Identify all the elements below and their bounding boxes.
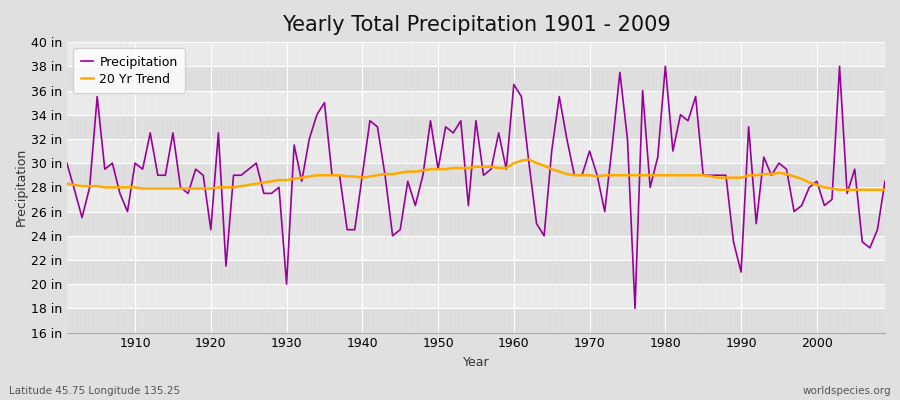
20 Yr Trend	[607, 173, 617, 178]
Precipitation	[61, 161, 72, 166]
Bar	[67, 139, 885, 163]
Bar	[67, 66, 885, 90]
Legend: Precipitation, 20 Yr Trend: Precipitation, 20 Yr Trend	[73, 48, 185, 93]
Precipitation	[660, 64, 670, 69]
Y-axis label: Precipitation: Precipitation	[15, 148, 28, 226]
Precipitation	[630, 306, 641, 311]
Precipitation	[334, 173, 345, 178]
Bar	[67, 90, 885, 115]
Bar	[67, 308, 885, 332]
Title: Yearly Total Precipitation 1901 - 2009: Yearly Total Precipitation 1901 - 2009	[282, 15, 670, 35]
Precipitation	[879, 179, 890, 184]
Line: 20 Yr Trend: 20 Yr Trend	[67, 160, 885, 190]
Bar	[67, 284, 885, 308]
Bar	[67, 236, 885, 260]
Bar	[67, 163, 885, 187]
Precipitation	[599, 209, 610, 214]
Text: worldspecies.org: worldspecies.org	[803, 386, 891, 396]
Bar	[67, 212, 885, 236]
Precipitation	[122, 209, 133, 214]
20 Yr Trend	[879, 187, 890, 192]
20 Yr Trend	[524, 157, 535, 162]
Precipitation	[500, 167, 511, 172]
20 Yr Trend	[500, 166, 511, 170]
Bar	[67, 260, 885, 284]
20 Yr Trend	[834, 187, 845, 192]
20 Yr Trend	[61, 181, 72, 186]
Text: Latitude 45.75 Longitude 135.25: Latitude 45.75 Longitude 135.25	[9, 386, 180, 396]
20 Yr Trend	[122, 185, 133, 190]
Bar	[67, 187, 885, 212]
Line: Precipitation: Precipitation	[67, 66, 885, 308]
20 Yr Trend	[289, 176, 300, 181]
Precipitation	[289, 142, 300, 147]
Bar	[67, 115, 885, 139]
20 Yr Trend	[508, 161, 519, 166]
X-axis label: Year: Year	[463, 356, 490, 369]
20 Yr Trend	[334, 173, 345, 178]
Bar	[67, 42, 885, 66]
Precipitation	[508, 82, 519, 87]
